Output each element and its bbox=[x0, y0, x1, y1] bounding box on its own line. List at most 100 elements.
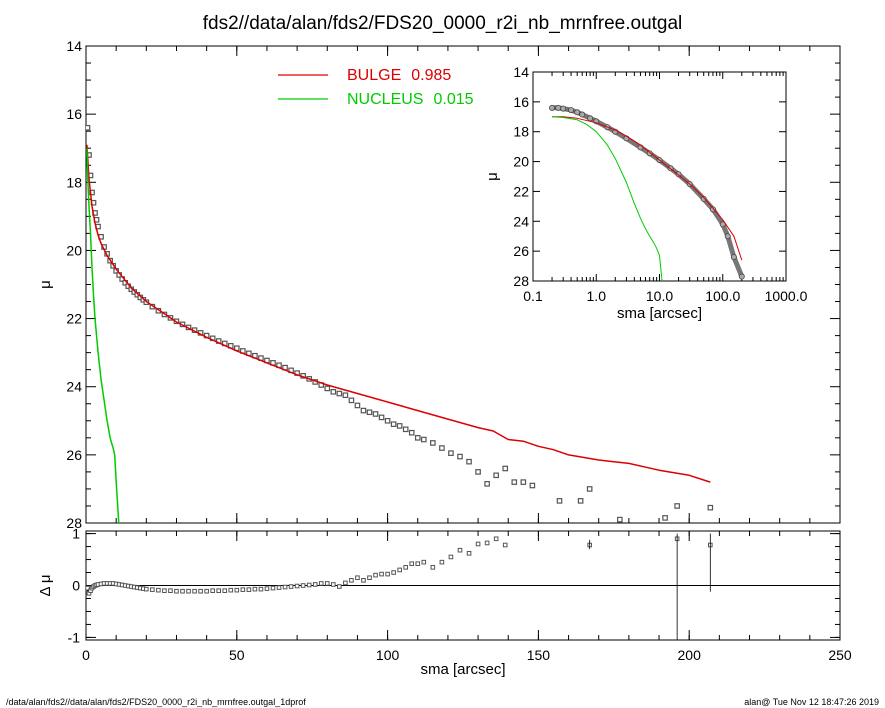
residual-point bbox=[448, 554, 454, 560]
data-point bbox=[324, 385, 331, 392]
resid-y-label: Δ μ bbox=[37, 574, 54, 596]
data-point bbox=[502, 465, 509, 472]
inset-series bbox=[549, 104, 745, 281]
resid-x-label: sma [arcsec] bbox=[420, 661, 505, 678]
data-point bbox=[448, 450, 454, 456]
data-point bbox=[414, 435, 421, 441]
inset-data-point bbox=[724, 233, 731, 240]
y-tick-label: 26 bbox=[66, 447, 82, 463]
data-point bbox=[466, 458, 472, 465]
main-y-label: μ bbox=[37, 280, 54, 289]
inset-y-tick-label: 20 bbox=[513, 154, 529, 170]
y-tick-label: 22 bbox=[66, 311, 82, 327]
resid-x-tick-label: 200 bbox=[678, 647, 702, 663]
residual-point bbox=[385, 571, 390, 577]
residual-point bbox=[324, 581, 330, 586]
resid-y-tick-label: -1 bbox=[68, 629, 81, 645]
bulge-model-line bbox=[86, 144, 711, 483]
residual-point bbox=[379, 571, 384, 577]
residual-point bbox=[264, 586, 270, 591]
inset-data-point bbox=[560, 105, 567, 112]
inset-y-tick-label: 26 bbox=[513, 243, 529, 259]
residual-point bbox=[222, 588, 228, 593]
data-point bbox=[330, 389, 337, 395]
inset-data-point bbox=[587, 115, 594, 122]
inset-bulge-line bbox=[552, 116, 743, 261]
residual-point bbox=[466, 551, 472, 556]
footer-right: alan@ Tue Nov 12 18:47:26 2019 bbox=[744, 697, 879, 707]
inset-data-point bbox=[579, 111, 586, 118]
residual-point bbox=[421, 559, 427, 565]
residual-point bbox=[258, 586, 264, 592]
nucleus-model-line bbox=[86, 148, 120, 523]
residual-point bbox=[306, 582, 312, 588]
residual-point bbox=[493, 536, 499, 542]
inset-data-point bbox=[568, 107, 575, 114]
inset-data-point bbox=[700, 195, 707, 202]
data-point bbox=[336, 390, 343, 397]
data-point bbox=[707, 504, 714, 511]
residual-point bbox=[331, 582, 336, 587]
residual-point bbox=[484, 540, 490, 546]
residual-point bbox=[475, 541, 481, 547]
data-point bbox=[674, 503, 680, 509]
inset-x-tick-label: 100.0 bbox=[705, 288, 740, 304]
data-point bbox=[342, 392, 349, 399]
inset-y-tick-label: 28 bbox=[513, 273, 529, 289]
residual-point bbox=[439, 559, 445, 565]
residual-point bbox=[86, 585, 90, 591]
residual-point bbox=[174, 588, 179, 594]
data-point bbox=[378, 414, 385, 421]
inset-nucleus-line bbox=[551, 116, 663, 281]
data-point bbox=[529, 482, 536, 489]
data-point bbox=[396, 423, 403, 429]
legend-entry-nucleus: NUCLEUS 0.015 bbox=[347, 91, 474, 108]
resid-x-tick-label: 250 bbox=[828, 647, 852, 663]
legend-value: 0.985 bbox=[411, 67, 451, 84]
y-tick-label: 20 bbox=[66, 242, 82, 258]
data-point bbox=[360, 407, 367, 414]
data-point bbox=[420, 436, 427, 443]
residual-point bbox=[391, 570, 396, 575]
data-point bbox=[439, 445, 445, 451]
data-point bbox=[366, 409, 373, 416]
residual-point bbox=[246, 587, 252, 592]
residual-point bbox=[240, 587, 246, 592]
legend-entry-bulge: BULGE 0.985 bbox=[347, 67, 451, 84]
inset-y-tick-label: 18 bbox=[513, 124, 529, 140]
inset-x-tick-label: 10.0 bbox=[646, 288, 673, 304]
data-point bbox=[430, 440, 436, 446]
residual-point bbox=[318, 581, 324, 586]
residual-point bbox=[355, 575, 360, 581]
inset-y-tick-label: 24 bbox=[513, 213, 529, 229]
resid-x-tick-label: 50 bbox=[229, 647, 245, 663]
data-point bbox=[402, 426, 409, 433]
residual-point bbox=[150, 587, 155, 592]
residual-point bbox=[186, 588, 191, 594]
data-point bbox=[354, 402, 361, 409]
residual-point bbox=[397, 567, 402, 573]
inset-data-point bbox=[730, 254, 737, 261]
footer-left: /data/alan/fds2//data/alan/fds2/FDS20_00… bbox=[6, 697, 306, 707]
residual-point bbox=[430, 565, 436, 570]
data-point bbox=[577, 498, 584, 504]
resid-x-tick-label: 0 bbox=[82, 647, 90, 663]
inset-y-tick-label: 22 bbox=[513, 183, 529, 199]
residual-point bbox=[192, 588, 197, 594]
data-point bbox=[493, 472, 499, 479]
residual-point bbox=[276, 585, 282, 590]
inset-data-point bbox=[738, 273, 745, 280]
residual-point bbox=[349, 578, 354, 583]
residual-point bbox=[337, 584, 342, 589]
data-point bbox=[475, 469, 481, 475]
residual-point bbox=[210, 588, 215, 593]
legend-value: 0.015 bbox=[433, 91, 473, 108]
inset-data-point bbox=[549, 104, 556, 111]
main-profile-plot: 14 16 18 20 22 24 26 28 μ BULGE 0.985 NUCLEUS 0.015 bbox=[37, 38, 841, 531]
residual-point bbox=[252, 586, 258, 592]
inset-data-point bbox=[555, 104, 562, 111]
data-point bbox=[384, 417, 391, 424]
inset-y-label: μ bbox=[484, 172, 501, 181]
